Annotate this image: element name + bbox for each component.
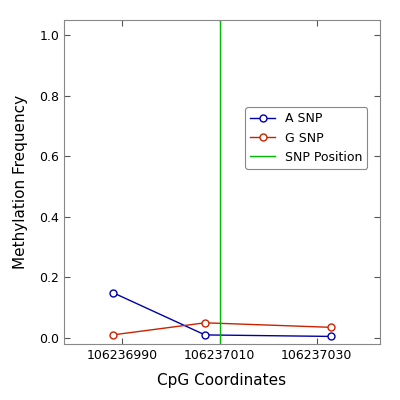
G SNP: [329, 325, 334, 330]
Line: G SNP: G SNP: [109, 319, 335, 338]
A SNP: [202, 332, 207, 337]
Y-axis label: Methylation Frequency: Methylation Frequency: [13, 95, 28, 269]
A SNP: [110, 290, 115, 295]
A SNP: [329, 334, 334, 339]
G SNP: [110, 332, 115, 337]
Legend: A SNP, G SNP, SNP Position: A SNP, G SNP, SNP Position: [245, 107, 368, 169]
X-axis label: CpG Coordinates: CpG Coordinates: [158, 373, 286, 388]
Line: A SNP: A SNP: [109, 289, 335, 340]
G SNP: [202, 320, 207, 325]
